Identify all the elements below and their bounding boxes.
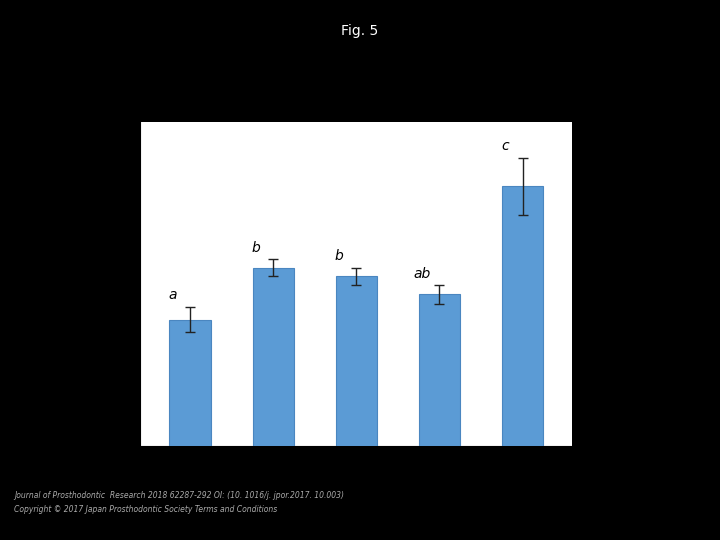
Text: b: b <box>251 241 260 255</box>
Text: Journal of Prosthodontic  Research 2018 62287-292 OI: (10. 1016/j. jpor.2017. 10: Journal of Prosthodontic Research 2018 6… <box>14 491 344 501</box>
Bar <box>336 276 377 446</box>
Text: Fig. 5: Fig. 5 <box>341 24 379 38</box>
Bar <box>169 320 211 446</box>
Text: Copyright © 2017 Japan Prosthodontic Society Terms and Conditions: Copyright © 2017 Japan Prosthodontic Soc… <box>14 505 278 514</box>
Text: ab: ab <box>413 267 431 281</box>
Y-axis label: Biaxial flexural strength (MPa): Biaxial flexural strength (MPa) <box>91 189 104 378</box>
Text: c: c <box>501 139 509 153</box>
Bar <box>419 294 460 446</box>
Bar <box>502 186 544 446</box>
Text: a: a <box>168 288 177 302</box>
Bar <box>253 268 294 445</box>
Text: b: b <box>335 249 343 264</box>
